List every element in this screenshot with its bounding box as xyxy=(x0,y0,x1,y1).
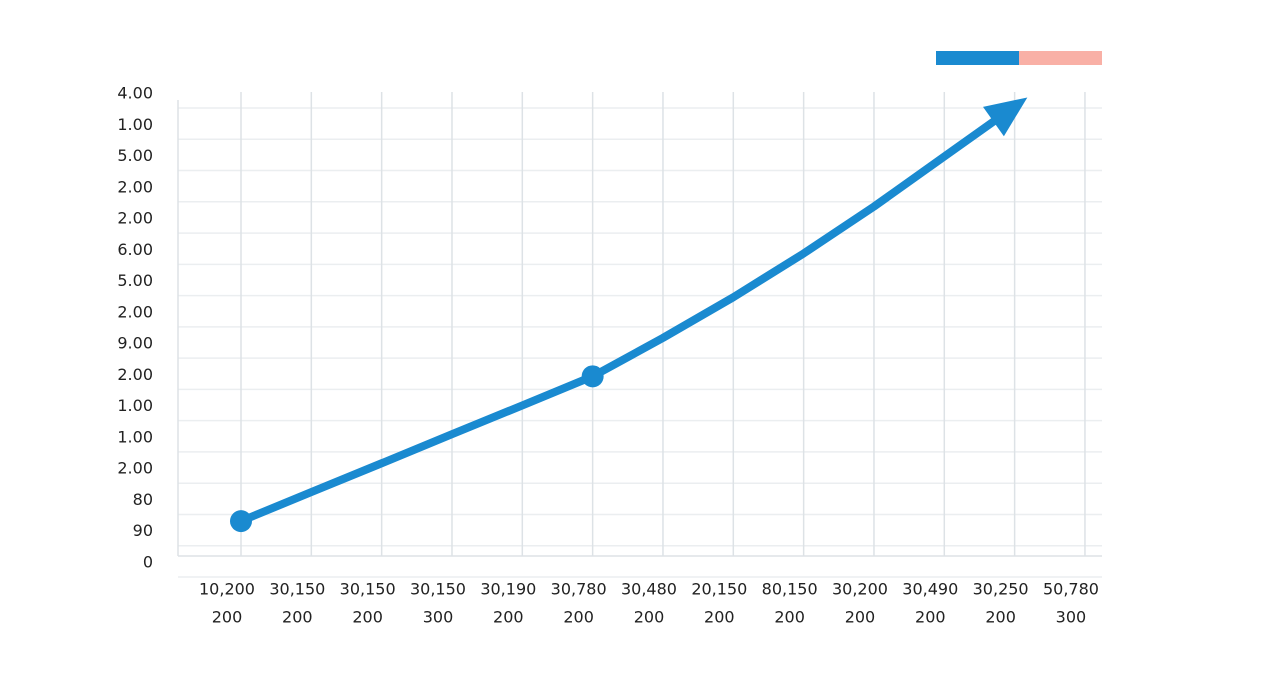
arrow-head xyxy=(983,97,1028,137)
x-tick-label: 30,150 xyxy=(340,580,396,599)
x-tick-label: 300 xyxy=(423,608,454,627)
y-tick-label: 2.00 xyxy=(117,177,153,196)
x-tick-label: 200 xyxy=(915,608,946,627)
x-tick-label: 200 xyxy=(774,608,805,627)
marker xyxy=(230,510,252,533)
x-tick-label: 200 xyxy=(352,608,383,627)
legend-swatch xyxy=(936,51,1019,65)
marker xyxy=(581,365,604,388)
x-tick-label: 30,190 xyxy=(480,580,536,599)
x-tick-label: 30,480 xyxy=(621,580,677,599)
y-tick-label: 5.00 xyxy=(117,271,153,290)
y-tick-label: 2.00 xyxy=(117,209,153,228)
x-tick-label: 200 xyxy=(282,608,313,627)
legend-swatch xyxy=(1019,51,1102,65)
y-tick-label: 2.00 xyxy=(117,459,153,478)
x-tick-label: 30,200 xyxy=(832,580,888,599)
x-tick-label: 30,780 xyxy=(551,580,607,599)
x-tick-label: 30,250 xyxy=(973,580,1029,599)
x-tick-label: 30,150 xyxy=(269,580,325,599)
x-tick-label: 10,200 xyxy=(199,580,255,599)
x-tick-label: 200 xyxy=(212,608,243,627)
y-tick-label: 5.00 xyxy=(117,146,153,165)
x-tick-label: 200 xyxy=(493,608,524,627)
y-tick-label: 9.00 xyxy=(117,334,153,353)
x-tick-label: 200 xyxy=(985,608,1016,627)
y-tick-label: 1.00 xyxy=(117,427,153,446)
x-tick-label: 30,150 xyxy=(410,580,466,599)
x-tick-label: 300 xyxy=(1056,608,1087,627)
y-tick-label: 1.00 xyxy=(117,396,153,415)
y-tick-label: 1.00 xyxy=(117,115,153,134)
x-tick-label: 80,150 xyxy=(762,580,818,599)
y-tick-label: 2.00 xyxy=(117,302,153,321)
x-tick-label: 200 xyxy=(563,608,594,627)
x-tick-label: 200 xyxy=(845,608,876,627)
x-tick-label: 200 xyxy=(634,608,665,627)
y-tick-label: 90 xyxy=(133,521,153,540)
x-tick-label: 20,150 xyxy=(691,580,747,599)
x-tick-label: 30,490 xyxy=(902,580,958,599)
y-tick-label: 6.00 xyxy=(117,240,153,259)
x-tick-label: 50,780 xyxy=(1043,580,1099,599)
y-tick-label: 0 xyxy=(143,553,153,572)
y-tick-label: 80 xyxy=(133,490,153,509)
line xyxy=(239,103,1017,525)
y-tick-label: 4.00 xyxy=(117,84,153,103)
x-tick-label: 200 xyxy=(704,608,735,627)
y-tick-label: 2.00 xyxy=(117,365,153,384)
